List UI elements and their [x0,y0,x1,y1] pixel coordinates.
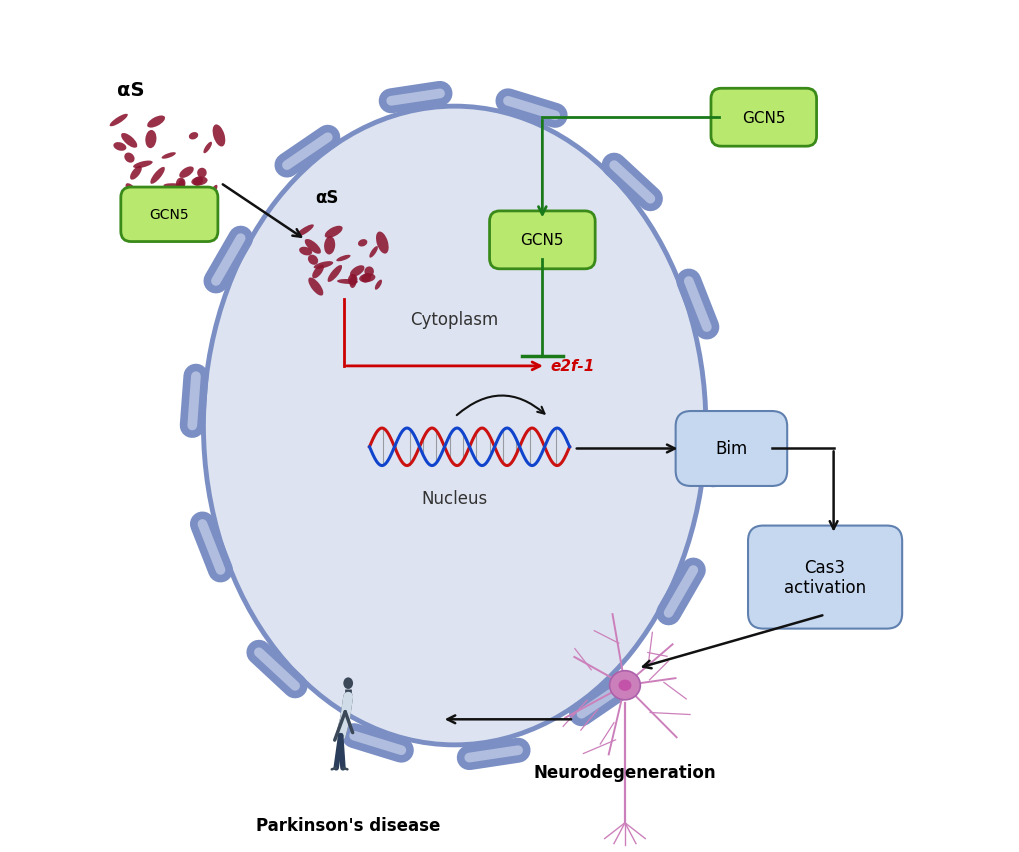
Text: GCN5: GCN5 [741,111,785,125]
Text: GCN5: GCN5 [150,208,189,222]
Ellipse shape [308,278,323,296]
Ellipse shape [361,273,371,283]
FancyBboxPatch shape [120,187,218,242]
Ellipse shape [364,268,374,277]
Ellipse shape [177,180,184,193]
Ellipse shape [150,168,165,185]
Text: Parkinson's disease: Parkinson's disease [256,816,440,834]
Text: Neurodegeneration: Neurodegeneration [533,763,715,781]
Ellipse shape [299,247,312,256]
Ellipse shape [376,233,388,254]
Ellipse shape [130,167,142,181]
Ellipse shape [609,671,640,700]
Ellipse shape [308,256,318,266]
Ellipse shape [109,115,127,127]
Ellipse shape [212,125,225,147]
Ellipse shape [343,677,353,689]
Ellipse shape [296,225,314,238]
Ellipse shape [369,247,377,258]
Text: GCN5: GCN5 [520,233,564,248]
Ellipse shape [359,274,375,283]
Ellipse shape [132,161,153,169]
Ellipse shape [121,134,138,148]
Ellipse shape [327,266,341,283]
Ellipse shape [197,169,207,179]
Ellipse shape [179,167,194,179]
Ellipse shape [324,237,335,256]
Ellipse shape [145,130,156,149]
Ellipse shape [193,177,203,187]
Ellipse shape [336,256,351,262]
Ellipse shape [203,107,705,745]
FancyBboxPatch shape [747,526,901,629]
Ellipse shape [113,143,126,152]
Ellipse shape [147,117,165,129]
Text: Cas3
activation: Cas3 activation [784,558,865,596]
Text: e2f-1: e2f-1 [550,359,595,374]
Ellipse shape [618,680,631,691]
FancyBboxPatch shape [489,211,594,269]
Ellipse shape [374,280,382,291]
Ellipse shape [314,262,333,269]
Text: αS: αS [315,188,338,206]
Ellipse shape [210,186,217,196]
Ellipse shape [324,227,342,239]
Ellipse shape [347,274,357,286]
FancyBboxPatch shape [675,412,787,486]
Ellipse shape [312,265,324,279]
Ellipse shape [358,239,367,247]
Ellipse shape [163,184,184,189]
Ellipse shape [125,184,141,202]
FancyBboxPatch shape [710,89,816,147]
Text: Cytoplasm: Cytoplasm [410,311,498,329]
Ellipse shape [336,279,358,285]
Ellipse shape [189,133,198,141]
Text: Bim: Bim [714,440,747,458]
Ellipse shape [305,239,321,255]
Ellipse shape [203,142,212,154]
Text: Nucleus: Nucleus [421,489,487,507]
Ellipse shape [350,276,357,289]
Ellipse shape [192,177,208,187]
Ellipse shape [350,266,364,278]
Text: αS: αS [116,81,144,100]
Ellipse shape [161,153,175,159]
Ellipse shape [124,153,135,164]
Ellipse shape [175,178,185,190]
